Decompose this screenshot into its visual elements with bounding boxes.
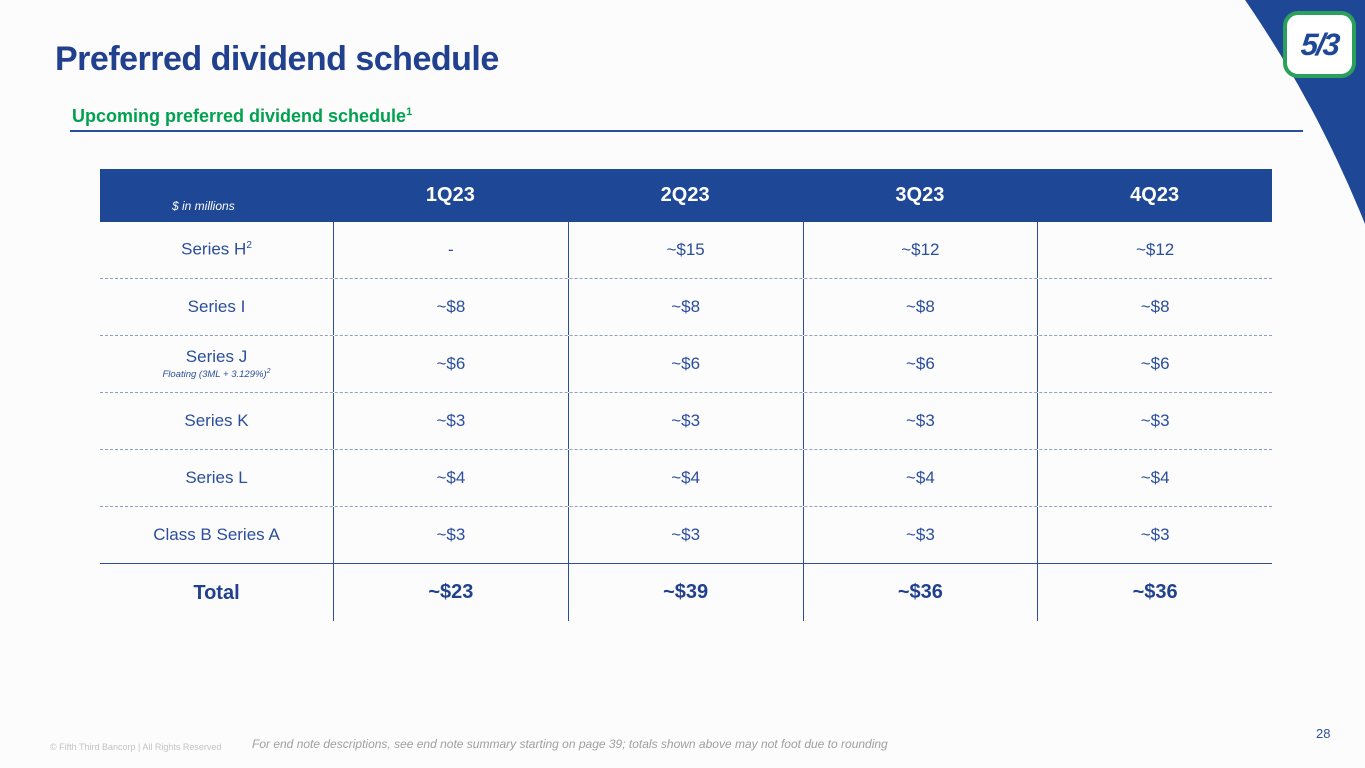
cell-value: ~$8 [1037, 279, 1272, 335]
total-value: ~$23 [333, 564, 568, 621]
cell-value: ~$6 [1037, 336, 1272, 392]
cell-value: ~$8 [567, 279, 803, 335]
cell-value: ~$3 [333, 393, 568, 449]
cell-value: ~$3 [802, 393, 1038, 449]
row-sublabel: Floating (3ML + 3.129%)2 [162, 367, 271, 380]
cell-value: ~$8 [333, 279, 568, 335]
row-label: Series K [184, 410, 249, 430]
total-label: Total [193, 581, 240, 604]
total-value: ~$39 [567, 564, 803, 621]
section-heading: Upcoming preferred dividend schedule1 [72, 106, 412, 127]
column-header-2q23: 2Q23 [660, 184, 710, 206]
heading-underline [70, 130, 1303, 132]
total-value: ~$36 [1037, 564, 1272, 621]
cell-value: ~$4 [567, 450, 803, 506]
table-row-series-i: Series I ~$8 ~$8 ~$8 ~$8 [100, 279, 1272, 336]
column-header-1q23: 1Q23 [425, 184, 475, 206]
page-number: 28 [1316, 726, 1331, 741]
cell-value: ~$6 [333, 336, 568, 392]
total-value: ~$36 [802, 564, 1038, 621]
logo-53-mark: 5/3 [1299, 26, 1340, 62]
cell-value: ~$3 [802, 507, 1038, 563]
row-label: Series L [185, 467, 248, 487]
table-row-series-l: Series L ~$4 ~$4 ~$4 ~$4 [100, 450, 1272, 507]
row-label: Class B Series A [153, 524, 280, 544]
dividend-table: $ in millions 1Q23 2Q23 3Q23 4Q23 Series… [100, 169, 1272, 621]
copyright-text: © Fifth Third Bancorp | All Rights Reser… [50, 742, 222, 752]
table-row-class-b-series-a: Class B Series A ~$3 ~$3 ~$3 ~$3 [100, 507, 1272, 564]
cell-value: - [333, 222, 568, 278]
cell-value: ~$12 [1037, 222, 1272, 278]
table-row-series-k: Series K ~$3 ~$3 ~$3 ~$3 [100, 393, 1272, 450]
cell-value: ~$15 [567, 222, 803, 278]
cell-value: ~$3 [333, 507, 568, 563]
table-row-total: Total ~$23 ~$39 ~$36 ~$36 [100, 564, 1272, 621]
section-heading-text: Upcoming preferred dividend schedule [72, 106, 407, 126]
table-row-series-j: Series J Floating (3ML + 3.129%)2 ~$6 ~$… [100, 336, 1272, 393]
table-row-series-h: Series H2 - ~$15 ~$12 ~$12 [100, 222, 1272, 279]
cell-value: ~$8 [802, 279, 1038, 335]
cell-value: ~$4 [333, 450, 568, 506]
unit-label: $ in millions [172, 199, 235, 213]
cell-value: ~$6 [802, 336, 1038, 392]
cell-value: ~$12 [802, 222, 1038, 278]
fifth-third-logo: 5/3 [1283, 11, 1356, 78]
cell-value: ~$3 [1037, 507, 1272, 563]
table-header-row: $ in millions 1Q23 2Q23 3Q23 4Q23 [100, 169, 1272, 222]
row-label: Series I [187, 296, 246, 316]
cell-value: ~$3 [1037, 393, 1272, 449]
cell-value: ~$4 [1037, 450, 1272, 506]
page-title: Preferred dividend schedule [55, 40, 499, 78]
column-header-4q23: 4Q23 [1130, 184, 1180, 206]
section-heading-footnote-sup: 1 [406, 106, 413, 118]
row-label: Series J Floating (3ML + 3.129%)2 [162, 346, 271, 380]
column-header-3q23: 3Q23 [895, 184, 945, 206]
row-label: Series H2 [181, 239, 252, 259]
endnote-text: For end note descriptions, see end note … [252, 737, 888, 751]
cell-value: ~$4 [802, 450, 1038, 506]
cell-value: ~$6 [567, 336, 803, 392]
cell-value: ~$3 [567, 393, 803, 449]
cell-value: ~$3 [567, 507, 803, 563]
